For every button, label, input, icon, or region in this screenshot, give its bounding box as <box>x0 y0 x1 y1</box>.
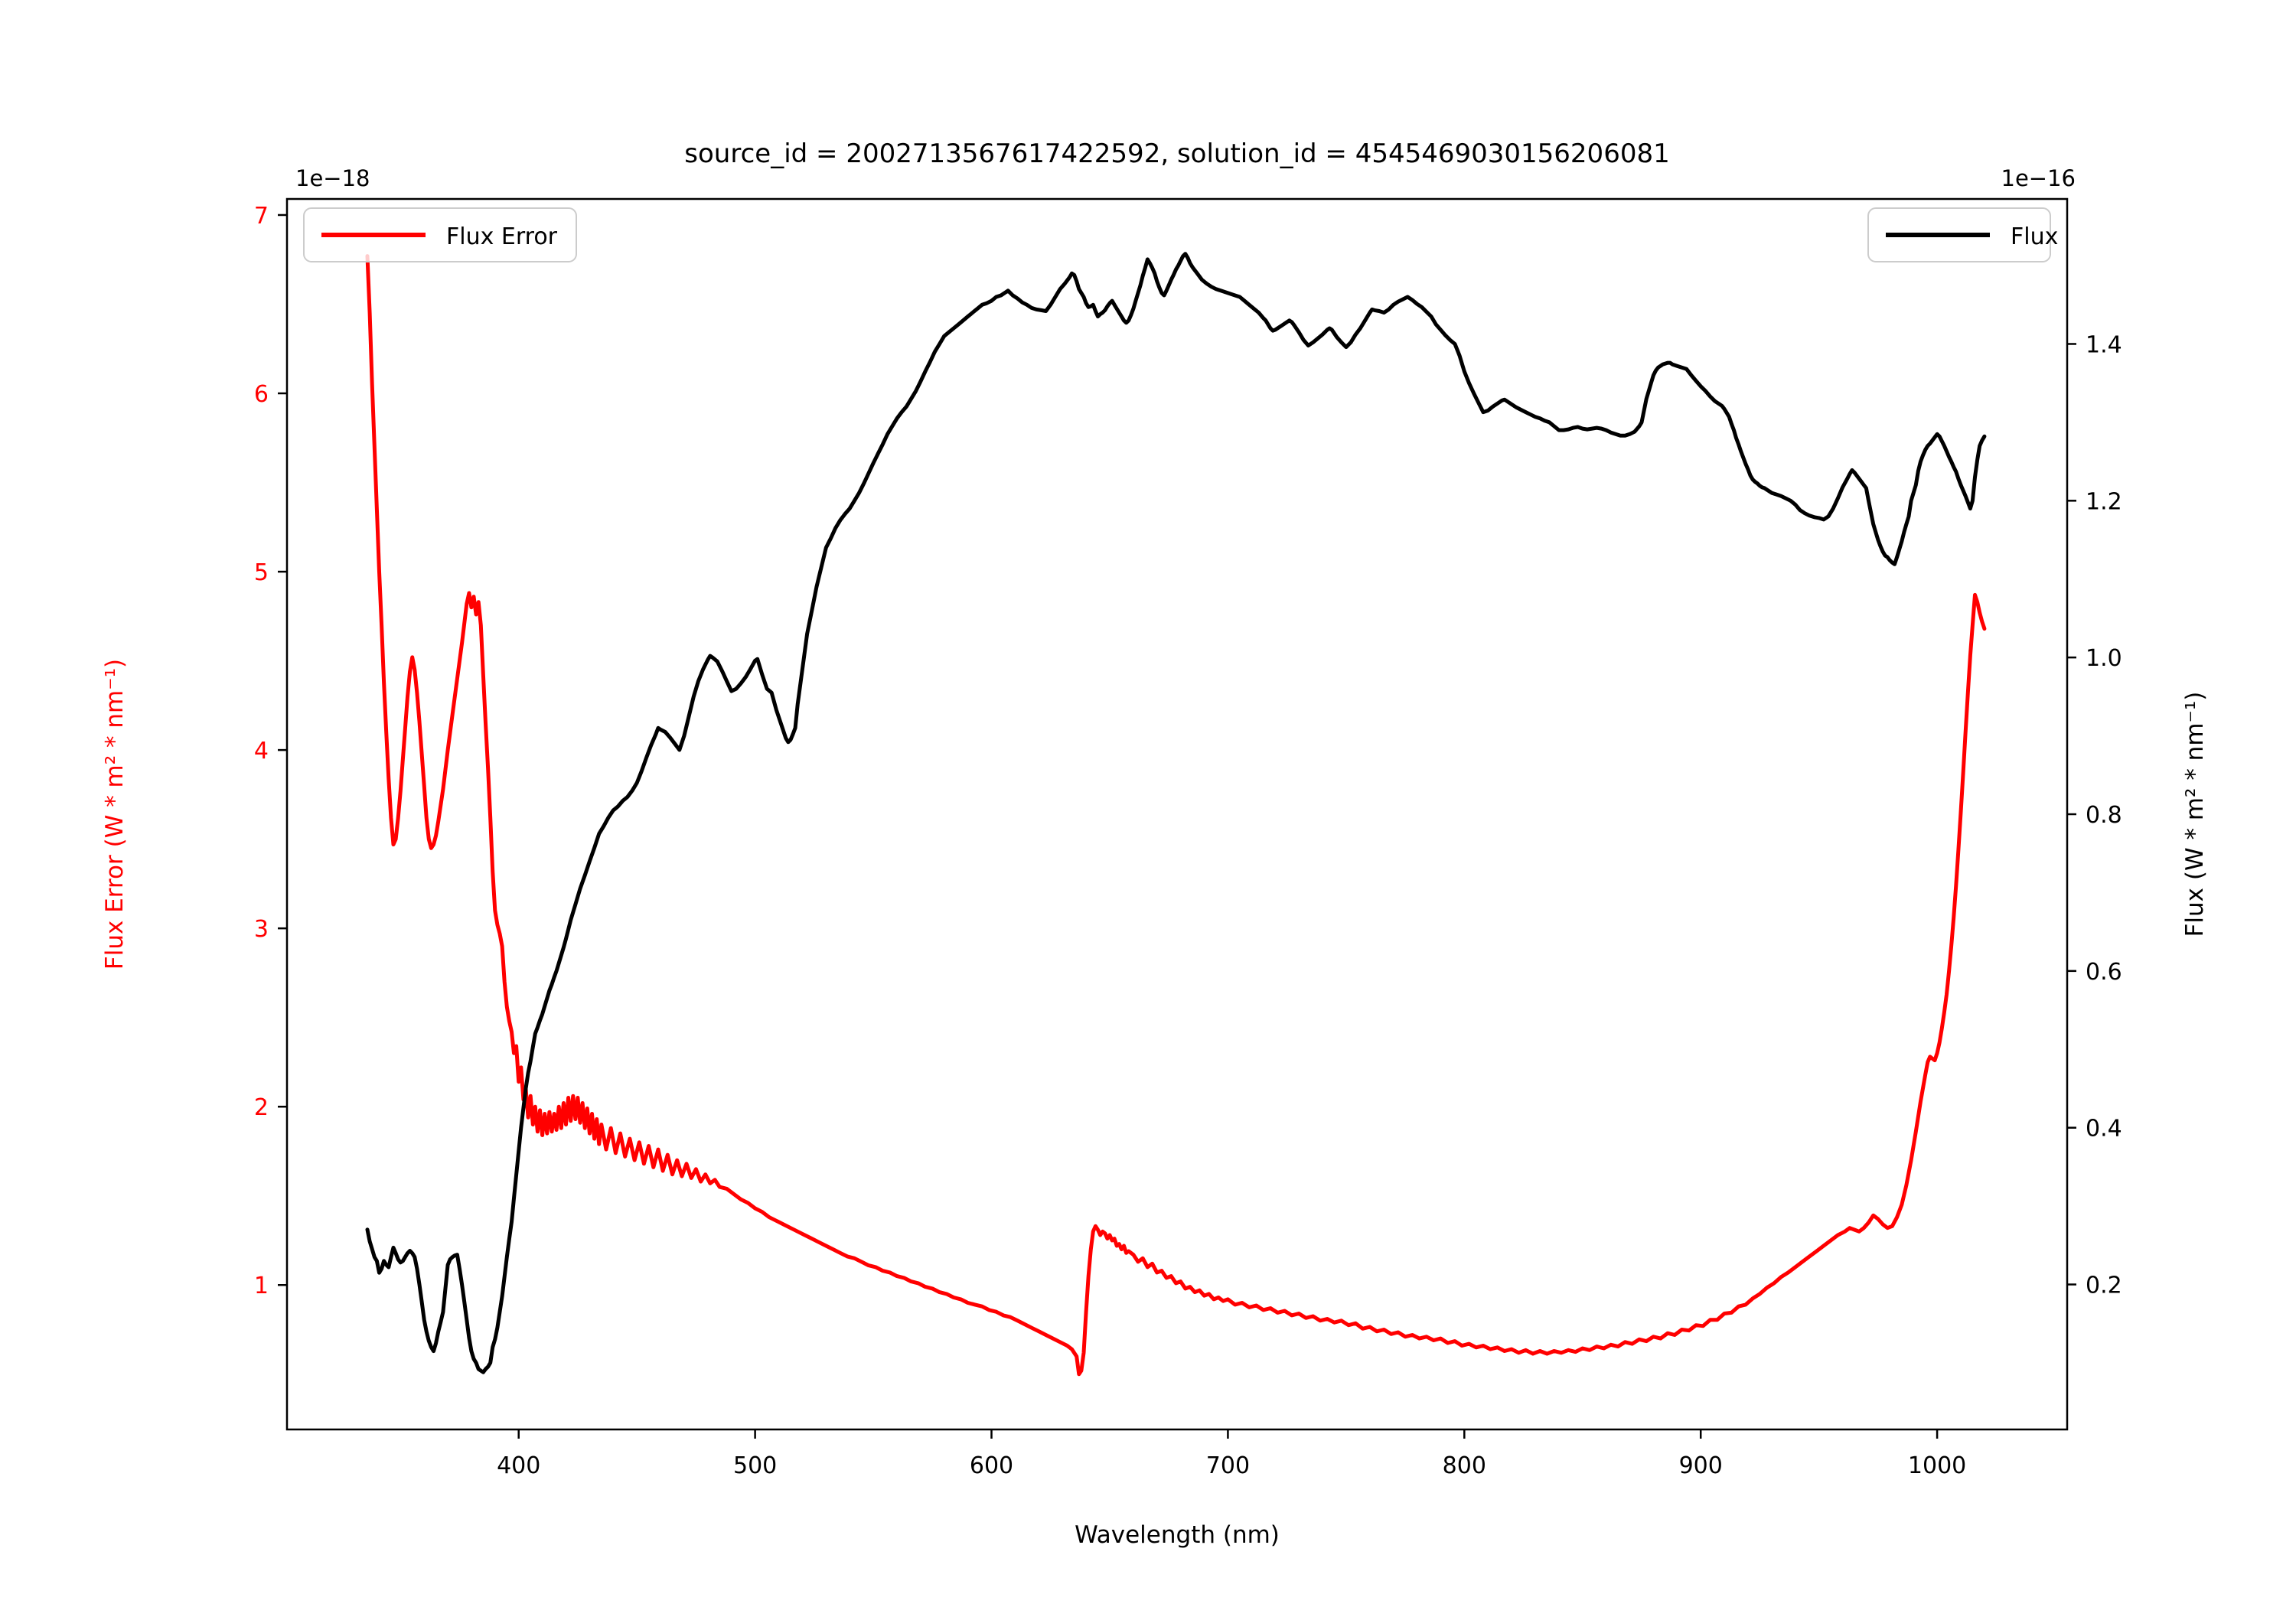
chart-title: source_id = 2002713567617422592, solutio… <box>684 139 1669 169</box>
legend-box <box>303 207 577 262</box>
y-right-tick-label: 1.0 <box>2086 645 2122 672</box>
x-tick-label: 900 <box>1679 1452 1723 1479</box>
x-axis-label: Wavelength (nm) <box>1075 1521 1280 1549</box>
y-left-axis-label: Flux Error (W * m² * nm⁻¹) <box>101 659 129 970</box>
x-tick-label: 700 <box>1206 1452 1250 1479</box>
y-left-offset-label: 1e−18 <box>295 165 370 191</box>
x-tick-label: 600 <box>970 1452 1013 1479</box>
y-left-tick-label: 2 <box>254 1094 269 1121</box>
y-right-tick-label: 1.4 <box>2086 331 2122 358</box>
x-tick-label: 800 <box>1443 1452 1486 1479</box>
y-right-tick-label: 0.8 <box>2086 802 2122 829</box>
axis-ticks: 400 500 600 700 800 900 1000 1 2 3 4 5 6 7 0.2 0.4 0.6 0.… <box>254 203 2122 1479</box>
flux-error-curve <box>365 254 1987 1377</box>
y-right-tick-label: 0.4 <box>2086 1116 2122 1143</box>
y-right-axis-label: Flux (W * m² * nm⁻¹) <box>2181 692 2209 937</box>
y-right-offset-label: 1e−16 <box>2001 165 2076 191</box>
y-left-tick-label: 4 <box>254 738 269 764</box>
y-right-tick-label: 0.6 <box>2086 959 2122 986</box>
y-left-tick-label: 7 <box>254 203 269 230</box>
y-left-tick-label: 1 <box>254 1273 269 1299</box>
y-right-tick-label: 0.2 <box>2086 1273 2122 1299</box>
y-right-tick-label: 1.2 <box>2086 488 2122 515</box>
x-tick-label: 400 <box>497 1452 540 1479</box>
legend-flux-error: Flux Error <box>303 207 577 262</box>
x-tick-label: 1000 <box>1908 1452 1966 1479</box>
y-left-tick-label: 5 <box>254 559 269 586</box>
legend-label-flux: Flux <box>2011 223 2058 250</box>
legend-flux: Flux <box>1867 207 2058 262</box>
y-left-tick-label: 3 <box>254 916 269 943</box>
plot-area-border <box>285 197 2069 1431</box>
flux-curve <box>365 252 1987 1374</box>
y-left-tick-label: 6 <box>254 381 269 408</box>
data-curves <box>365 252 1987 1377</box>
legend-label-flux-error: Flux Error <box>446 223 558 250</box>
x-tick-label: 500 <box>733 1452 777 1479</box>
